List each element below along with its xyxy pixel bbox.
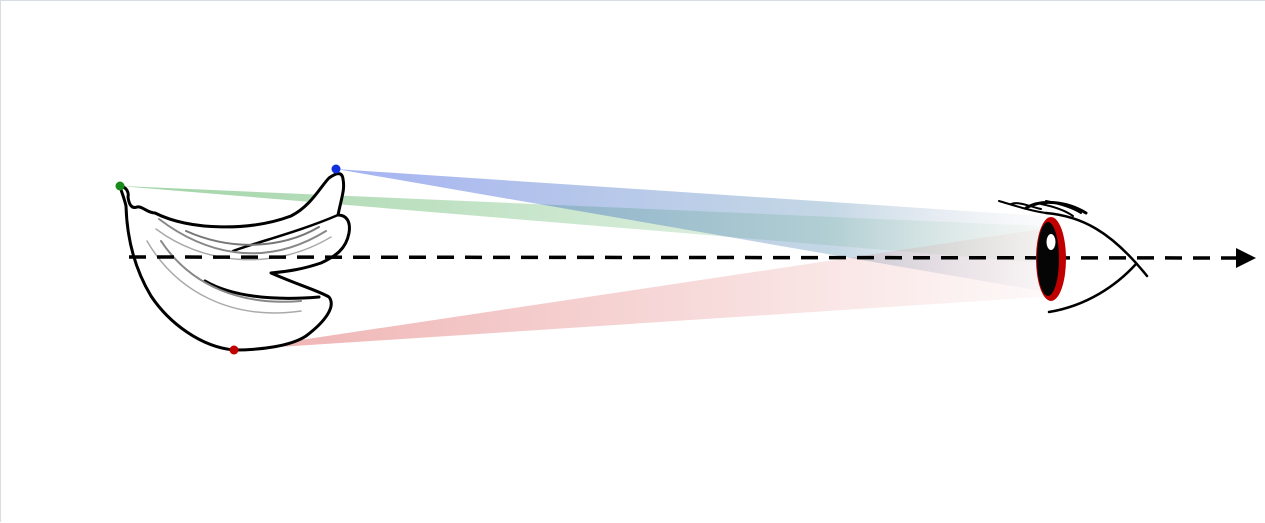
- banana-bunch: [118, 172, 351, 352]
- red-point: [229, 345, 239, 355]
- blue-point: [331, 164, 341, 174]
- pupil: [1037, 222, 1059, 296]
- eye: [998, 200, 1149, 314]
- arrowhead-icon: [1236, 248, 1256, 268]
- eye-highlight: [1046, 234, 1056, 250]
- green-point: [115, 181, 125, 191]
- red-ray: [234, 229, 1041, 350]
